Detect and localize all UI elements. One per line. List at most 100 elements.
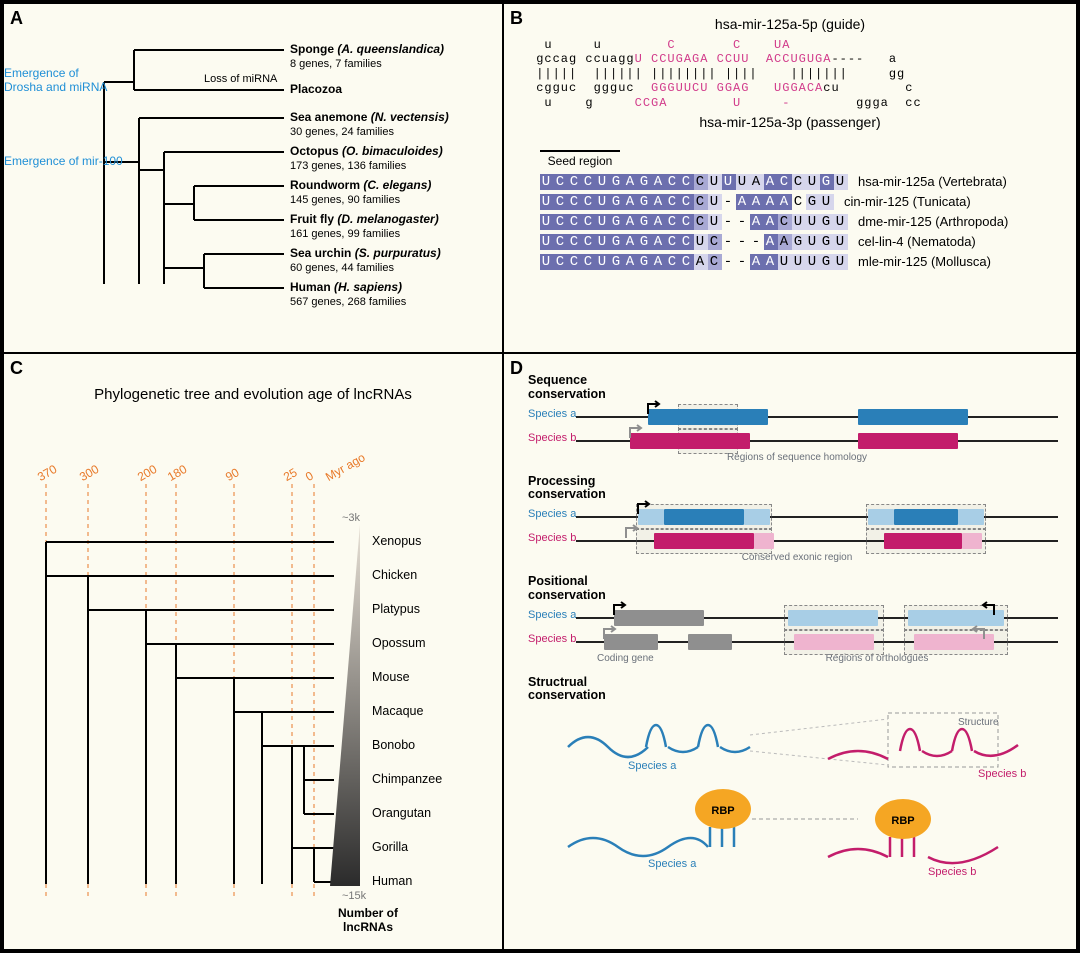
- tss-arrow-icon: [634, 500, 652, 516]
- panel-c-species: Mouse: [372, 670, 410, 684]
- panel-b: B hsa-mir-125a-5p (guide) u u C C UA gcc…: [503, 3, 1077, 353]
- exon-box: [868, 509, 894, 525]
- species-b-label: Species b: [978, 768, 1026, 780]
- panel-a-species: Octopus (O. bimaculoides)173 genes, 136 …: [290, 144, 443, 174]
- pd-section-title: Structrualconservation: [528, 676, 1066, 704]
- genome-track: Species b: [528, 631, 1066, 653]
- exon-box: [858, 433, 958, 449]
- rbp-label: RBP: [891, 815, 914, 827]
- panel-c-species: Chimpanzee: [372, 772, 442, 786]
- exon-box: [884, 533, 962, 549]
- alignment-name: cin-mir-125 (Tunicata): [844, 194, 971, 209]
- panel-a-species: Sponge (A. queenslandica)8 genes, 7 fami…: [290, 42, 444, 72]
- panel-c-species: Bonobo: [372, 738, 415, 752]
- genome-track: Species a: [528, 506, 1066, 528]
- tss-arrow-icon: [600, 625, 618, 641]
- pd-note: Regions of sequence homology: [528, 452, 1066, 463]
- panel-b-label: B: [510, 8, 523, 29]
- alignment-row: UCCCUGAGACCUC---AAGUGUcel-lin-4 (Nematod…: [540, 232, 1066, 252]
- alignment-name: dme-mir-125 (Arthropoda): [858, 214, 1008, 229]
- panel-d-label: D: [510, 358, 523, 379]
- panel-a-annotation: Emergence ofDrosha and miRNA: [4, 66, 107, 95]
- tss-arrow-icon: [970, 625, 988, 641]
- species-label: Species a: [528, 408, 592, 420]
- panel-c-species: Orangutan: [372, 806, 431, 820]
- species-label: Species a: [528, 508, 592, 520]
- pd-structural-section: Structrualconservation Species a Structu…: [528, 676, 1066, 878]
- exon-box: [744, 509, 770, 525]
- panel-c-species: Platypus: [372, 602, 420, 616]
- pd-section-title: Sequenceconservation: [528, 374, 1066, 402]
- structural-diagram: Species a Structure Species b RBP Specie…: [528, 707, 1066, 877]
- exon-box: [754, 533, 774, 549]
- pd-section: Positionalconservation Species a Species b…: [528, 575, 1066, 664]
- exon-box: [654, 533, 754, 549]
- panel-d: D Sequenceconservation Species a Species b…: [503, 353, 1077, 950]
- alignment-name: mle-mir-125 (Mollusca): [858, 254, 991, 269]
- rbp-label: RBP: [711, 805, 734, 817]
- tss-arrow-icon: [644, 400, 662, 416]
- panel-c-species: Xenopus: [372, 534, 421, 548]
- exon-box: [630, 433, 750, 449]
- panel-a: A Loss of miRNA Emergence ofDrosha and m…: [3, 3, 503, 353]
- genome-track: Species a: [528, 406, 1066, 428]
- pd-section-title: Positionalconservation: [528, 575, 1066, 603]
- panel-c: C Phylogenetic tree and evolution age of…: [3, 353, 503, 950]
- exon-box: [688, 634, 732, 650]
- alignment-row: UCCCUGAGACCCU--AACUUGUdme-mir-125 (Arthr…: [540, 212, 1066, 232]
- tri-bot-label: ~15k: [342, 890, 366, 902]
- species-a-label: Species a: [628, 760, 677, 772]
- exon-box: [962, 533, 982, 549]
- alignment-row: UCCCUGAGACCCUUUAACCUGUhsa-mir-125a (Vert…: [540, 172, 1066, 192]
- tri-top-label: ~3k: [342, 512, 360, 524]
- pd-section-title: Processingconservation: [528, 475, 1066, 503]
- loss-label: Loss of miRNA: [204, 73, 278, 85]
- exon-box: [788, 610, 878, 626]
- exon-box: [648, 409, 768, 425]
- panel-a-species: Fruit fly (D. melanogaster)161 genes, 99…: [290, 212, 439, 242]
- panel-a-species: Sea anemone (N. vectensis)30 genes, 24 f…: [290, 110, 449, 140]
- tss-arrow-icon: [626, 424, 644, 440]
- hairpin-diagram: u u C C UA gccag ccuaggU CCUGAGA CCUU AC…: [528, 38, 1066, 110]
- alignment-name: hsa-mir-125a (Vertebrata): [858, 174, 1007, 189]
- genome-track: Species b: [528, 430, 1066, 452]
- panel-c-species: Chicken: [372, 568, 417, 582]
- panel-c-species: Macaque: [372, 704, 423, 718]
- passenger-title: hsa-mir-125a-3p (passenger): [514, 114, 1066, 130]
- alignment-row: UCCCUGAGACCCU-AAAACGUcin-mir-125 (Tunica…: [540, 192, 1066, 212]
- tss-arrow-icon: [610, 601, 628, 617]
- exon-box: [794, 634, 874, 650]
- panel-c-tree-svg: [4, 354, 503, 950]
- exon-box: [664, 509, 744, 525]
- pd-section: Sequenceconservation Species a Species b Re…: [528, 374, 1066, 463]
- pd-section: Processingconservation Species a Species b…: [528, 475, 1066, 564]
- alignment-row: UCCCUGAGACCAC--AAUUUGUmle-mir-125 (Mollu…: [540, 252, 1066, 272]
- panel-c-species: Gorilla: [372, 840, 408, 854]
- panel-c-species: Human: [372, 874, 412, 888]
- panel-a-species: Placozoa: [290, 82, 342, 96]
- panel-a-species: Human (H. sapiens)567 genes, 268 familie…: [290, 280, 406, 310]
- tri-caption: Number oflncRNAs: [328, 906, 408, 934]
- structure-label: Structure: [958, 717, 999, 728]
- alignment-table: UCCCUGAGACCCUUUAACCUGUhsa-mir-125a (Vert…: [540, 172, 1066, 272]
- exon-box: [894, 509, 958, 525]
- panel-a-species: Sea urchin (S. purpuratus)60 genes, 44 f…: [290, 246, 441, 276]
- tss-arrow-icon: [622, 524, 640, 540]
- panel-a-annotation: Emergence of mir-100: [4, 154, 123, 168]
- seed-region-label: Seed region: [540, 150, 620, 168]
- alignment-name: cel-lin-4 (Nematoda): [858, 234, 976, 249]
- species-label: Species b: [528, 432, 592, 444]
- exon-box: [958, 509, 984, 525]
- exon-box: [858, 409, 968, 425]
- species-label: Species b: [528, 532, 592, 544]
- genome-track: Species b: [528, 530, 1066, 552]
- guide-title: hsa-mir-125a-5p (guide): [514, 16, 1066, 32]
- panel-c-species: Opossum: [372, 636, 426, 650]
- figure: A Loss of miRNA Emergence ofDrosha and m…: [0, 0, 1080, 953]
- species-label: Species a: [528, 609, 592, 621]
- tss-arrow-icon: [980, 601, 998, 617]
- species-a-label: Species a: [648, 858, 697, 870]
- species-label: Species b: [528, 633, 592, 645]
- panel-a-species: Roundworm (C. elegans)145 genes, 90 fami…: [290, 178, 431, 208]
- species-b-label: Species b: [928, 866, 976, 877]
